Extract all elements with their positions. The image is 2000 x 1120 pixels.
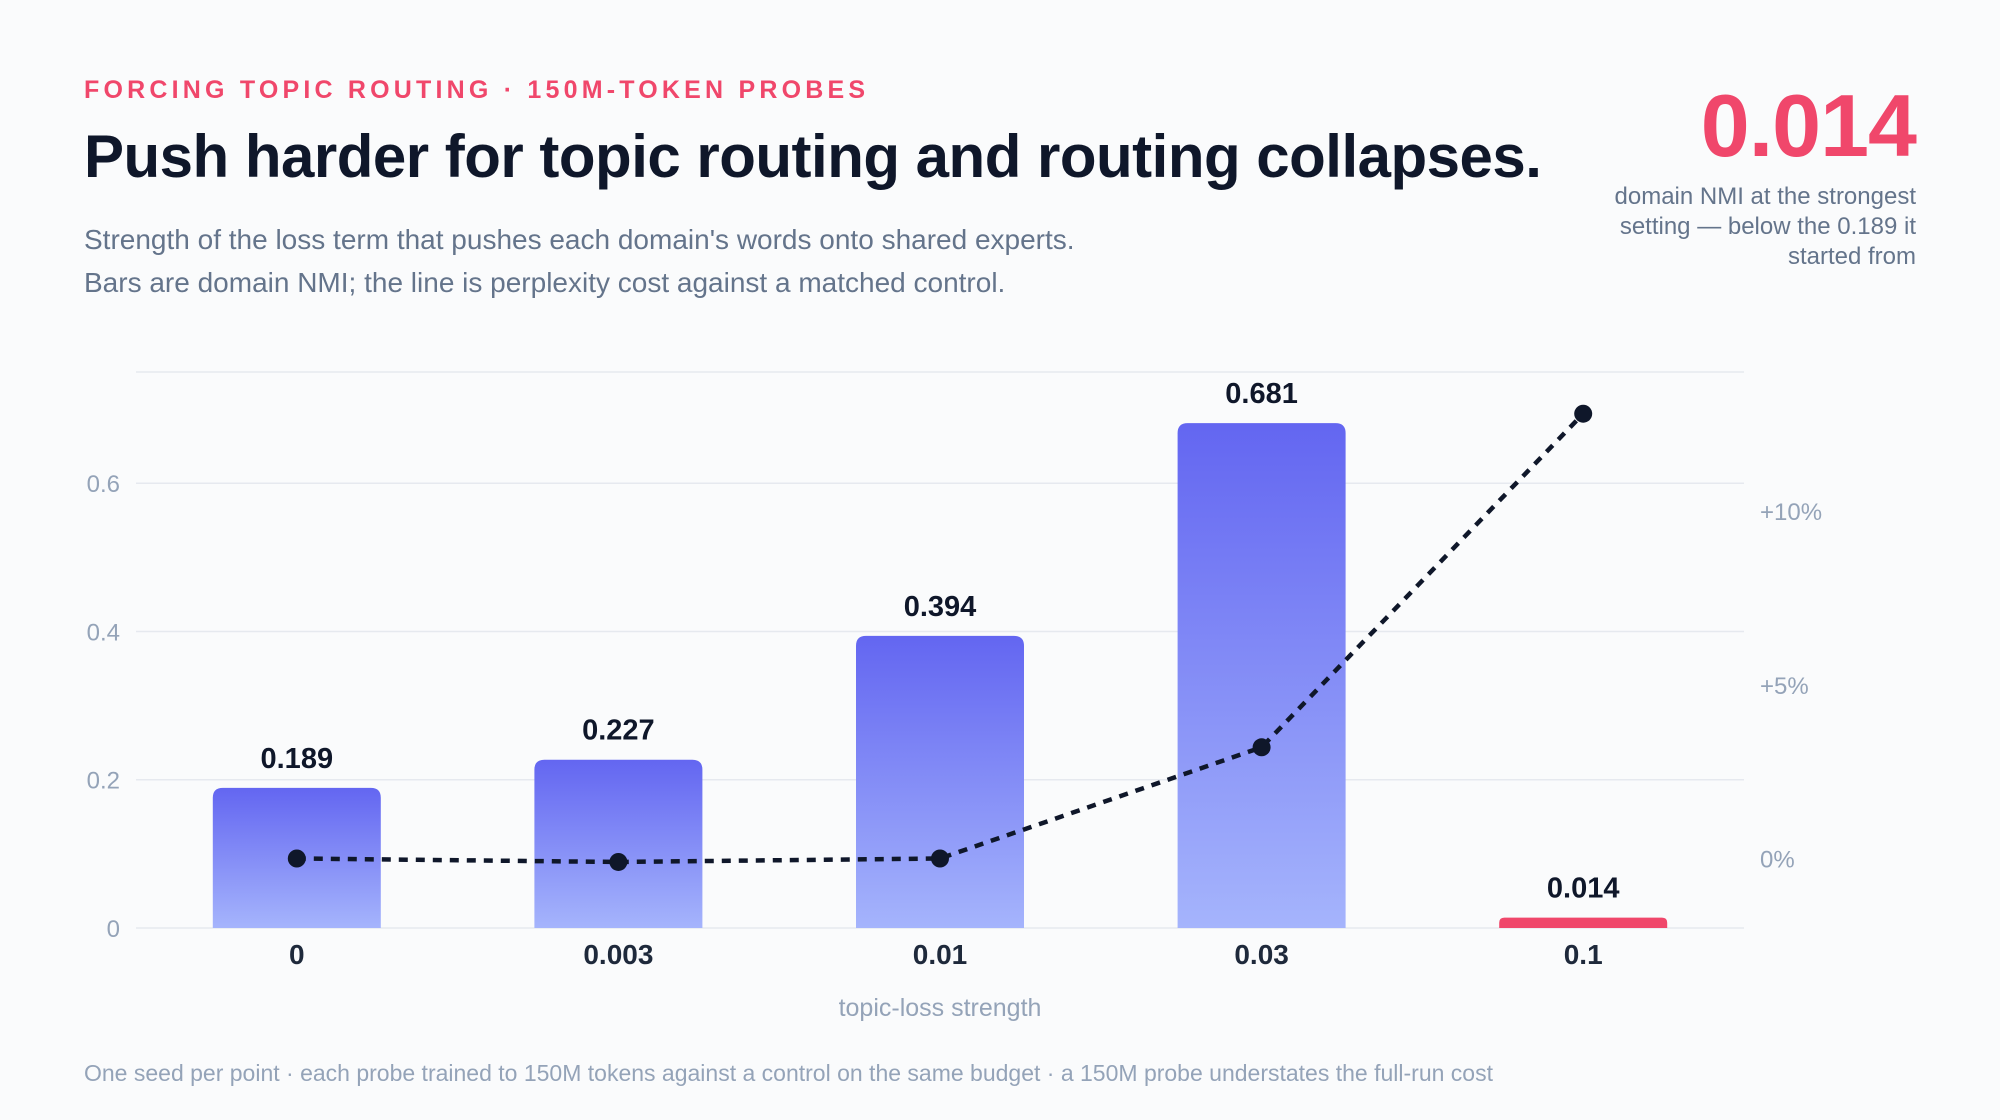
subtitle: Strength of the loss term that pushes ea…	[84, 218, 1075, 304]
bar-value-label: 0.394	[904, 591, 977, 623]
page-title: Push harder for topic routing and routin…	[84, 123, 1542, 190]
bar-value-label: 0.014	[1547, 873, 1620, 905]
y2-tick-label: +10%	[1760, 499, 1822, 526]
cost-point-0.003	[609, 852, 628, 871]
x-tick-label: 0	[289, 939, 305, 970]
subtitle-line-1: Strength of the loss term that pushes ea…	[84, 224, 1075, 255]
cost-point-0.03	[1252, 738, 1271, 757]
cost-point-0.1	[1574, 404, 1593, 423]
kpi-value: 0.014	[1700, 76, 1917, 175]
kpi-caption: domain NMI at the strongest setting — be…	[1614, 183, 1916, 270]
bar-0.01	[856, 635, 1024, 928]
bar-0.03	[1177, 423, 1346, 928]
cost-point-0.01	[931, 849, 949, 868]
footnote: One seed per point · each probe trained …	[84, 1060, 1493, 1086]
eyebrow: FORCING TOPIC ROUTING · 150M-TOKEN PROBE…	[84, 76, 870, 104]
bar-value-label: 0.681	[1225, 378, 1298, 410]
subtitle-line-2: Bars are domain NMI; the line is perplex…	[84, 267, 1006, 298]
x-tick-label: 0.03	[1234, 939, 1289, 970]
y2-tick-label: +5%	[1760, 673, 1809, 700]
y-tick-label: 0	[107, 916, 120, 943]
bars	[212, 423, 1668, 928]
y-tick-label: 0.4	[87, 619, 120, 646]
x-tick-label: 0.003	[583, 939, 653, 970]
cost-point-0	[287, 849, 306, 868]
y-tick-label: 0.2	[87, 768, 120, 795]
kpi-callout: 0.014 domain NMI at the strongest settin…	[1576, 76, 1917, 272]
bar-0.003	[534, 759, 703, 928]
bar-0.1	[1499, 917, 1668, 928]
x-axis-label: topic-loss strength	[839, 994, 1042, 1022]
bar-value-label: 0.227	[582, 715, 655, 747]
bar-value-label: 0.189	[261, 743, 334, 775]
labels: 0 0.2 0.4 0.6 0% +5% +10% 0.189 0 0.227 0.003 0.394…	[87, 378, 1822, 1022]
x-tick-label: 0.01	[913, 939, 968, 970]
y2-tick-label: 0%	[1760, 847, 1795, 874]
cost-line	[287, 404, 1593, 871]
y-tick-label: 0.6	[87, 471, 120, 498]
x-tick-label: 0.1	[1564, 939, 1603, 970]
